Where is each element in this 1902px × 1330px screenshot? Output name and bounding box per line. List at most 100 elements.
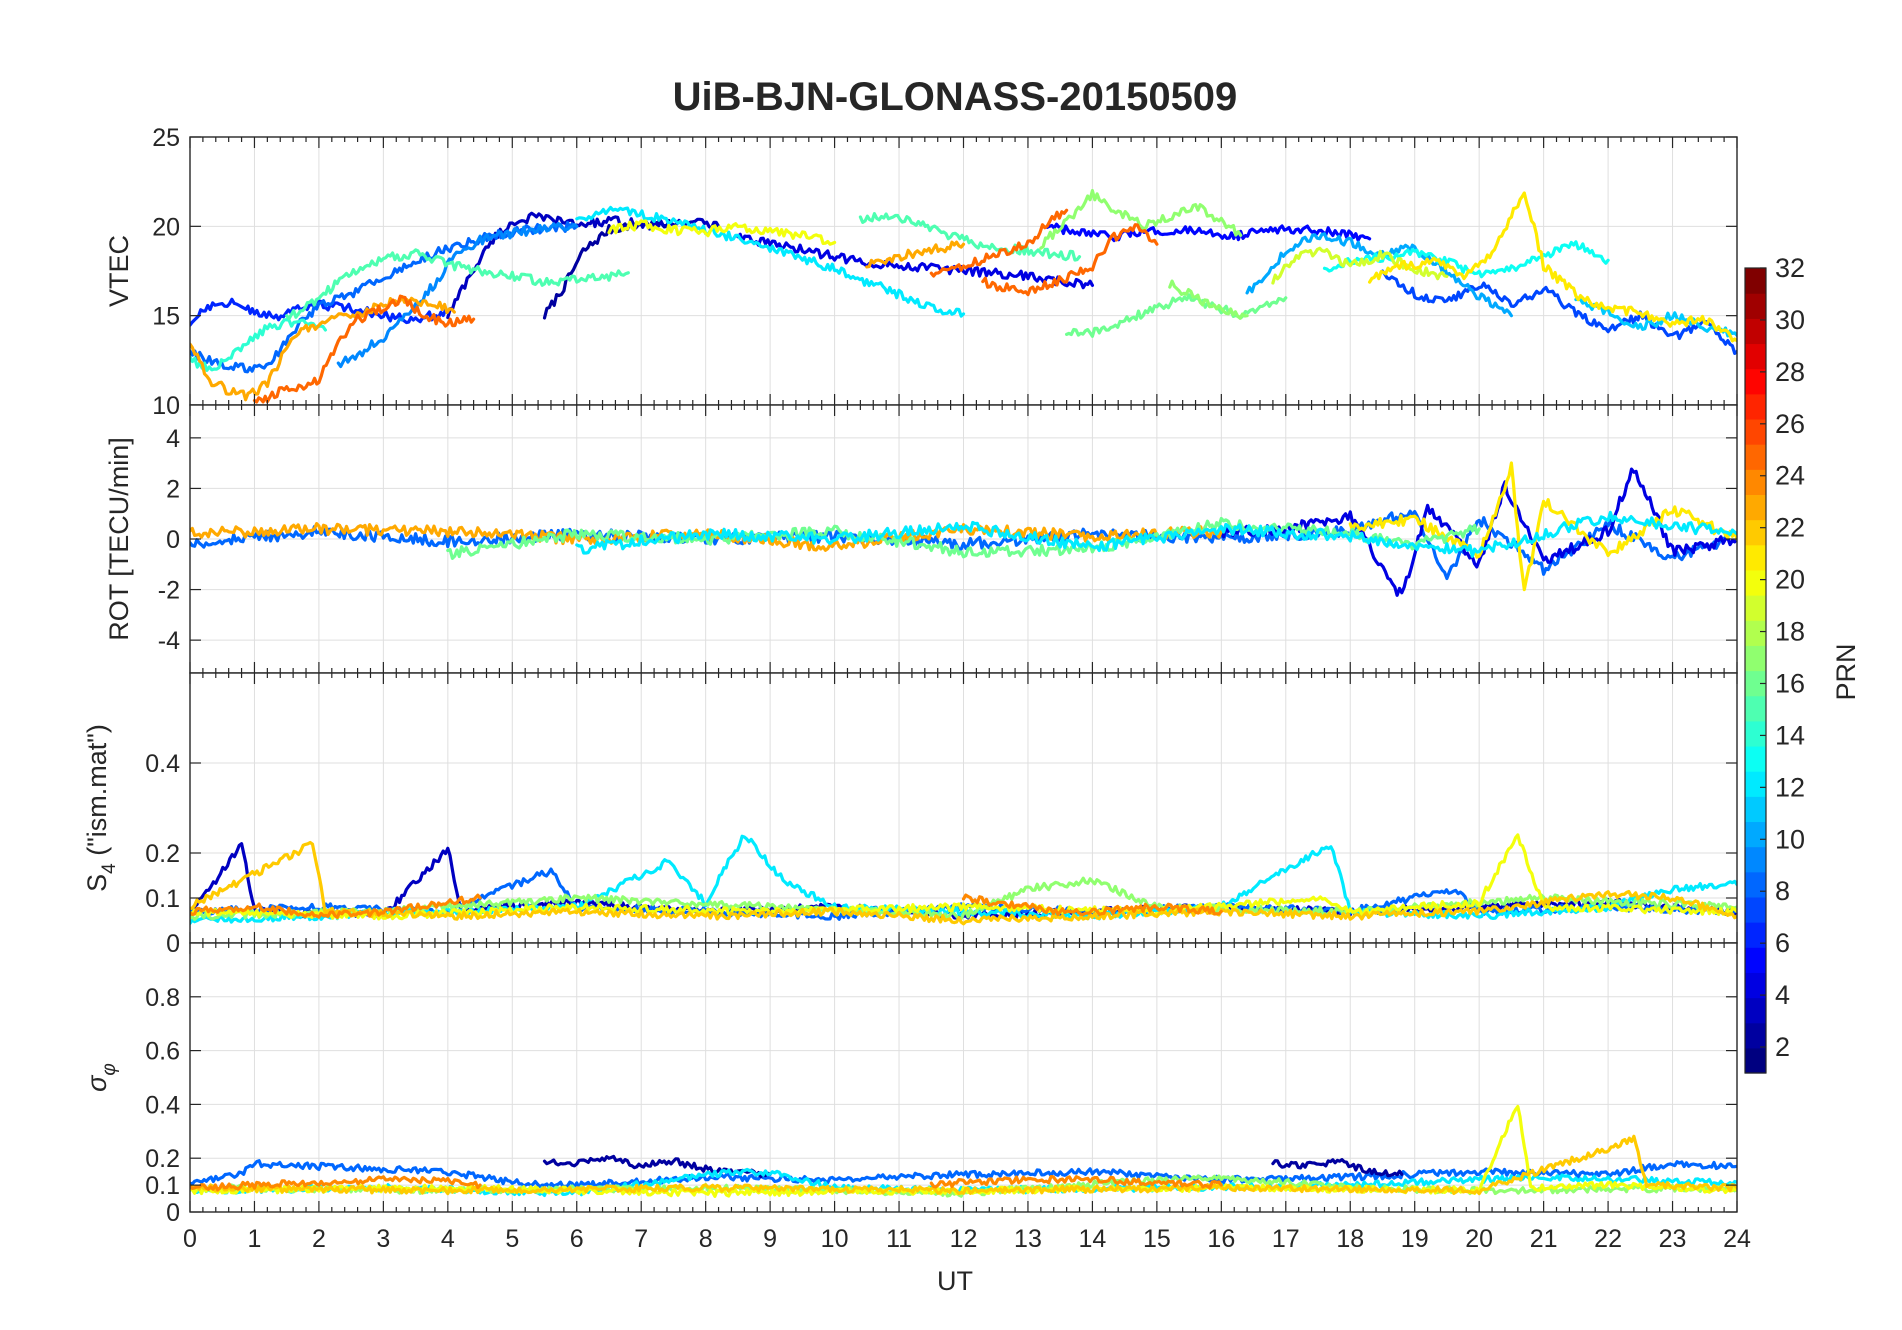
x-tick-label: 2 (312, 1225, 326, 1253)
series-group (190, 189, 1737, 404)
colorbar-swatch (1745, 771, 1766, 797)
series-prn-12 (190, 834, 1737, 925)
series-group (190, 461, 1737, 597)
y-tick-label: 0.8 (145, 984, 180, 1012)
colorbar-swatch (1745, 947, 1766, 973)
colorbar-tick-label: 32 (1775, 253, 1805, 283)
x-tick-label: 19 (1401, 1225, 1429, 1253)
colorbar-tick-label: 16 (1775, 668, 1805, 698)
colorbar-swatch (1745, 896, 1766, 923)
series-prn-2 (1271, 1157, 1404, 1178)
colorbar-swatch (1745, 343, 1766, 370)
colorbar-swatch (1745, 519, 1766, 546)
series-prn-14 (190, 318, 327, 372)
colorbar-swatch (1745, 1047, 1766, 1074)
panel-vtec: 10 15 20 25 VTEC (104, 124, 1738, 420)
series-prn-22 (190, 1134, 1737, 1196)
colorbar-tick-label: 30 (1775, 305, 1805, 335)
series-prn-10 (1245, 232, 1514, 318)
tick-marks (189, 673, 1738, 944)
y-tick-label: 0.4 (145, 750, 180, 778)
y-tick-label: 10 (152, 392, 180, 420)
x-tick-label: 20 (1465, 1225, 1493, 1253)
series-prn-24 (190, 893, 482, 919)
x-tick-label: 23 (1659, 1225, 1687, 1253)
series-prn-25 (252, 294, 476, 404)
colorbar-tick-label: 18 (1775, 617, 1805, 647)
colorbar-swatch (1745, 418, 1766, 445)
colorbar-swatch (1745, 997, 1766, 1024)
y-tick-label: 0.1 (145, 885, 180, 913)
series-prn-12 (575, 205, 966, 318)
colorbar-swatch (1745, 569, 1766, 596)
series-prn-11 (1574, 297, 1737, 338)
series-prn-13 (1322, 240, 1610, 279)
colorbar-tick-label: 14 (1775, 720, 1805, 750)
colorbar-swatch (1745, 871, 1766, 898)
colorbar-swatch (1745, 1022, 1766, 1049)
series-prn-24 (929, 1174, 1223, 1190)
y-tick-label: 0 (166, 930, 180, 958)
panel-s4: 00.10.20.4S4 ("ism.mat") (82, 672, 1738, 958)
series-prn-25 (929, 208, 1069, 278)
x-tick-label: 7 (634, 1225, 648, 1253)
colorbar-swatch (1745, 318, 1766, 345)
y-tick-label: 15 (152, 303, 180, 331)
y-tick-label: 0 (166, 1199, 180, 1227)
series-prn-15 (285, 248, 630, 321)
y-axis-label: VTEC (104, 235, 134, 307)
colorbar-swatch (1745, 494, 1766, 521)
panel-rot: -4 -2 0 2 4 ROT [TECU/min] (104, 404, 1738, 674)
series-prn-25 (981, 223, 1159, 297)
x-tick-label: 13 (1014, 1225, 1042, 1253)
x-axis-label: UT (937, 1266, 973, 1296)
x-tick-label: 10 (821, 1225, 849, 1253)
colorbar-tick-label: 8 (1775, 876, 1790, 906)
series-prn-15 (858, 212, 1082, 262)
colorbar-swatch (1745, 745, 1766, 772)
colorbar-swatch (1745, 469, 1766, 496)
x-tick-label: 0 (183, 1225, 197, 1253)
colorbar-swatch (1745, 821, 1766, 848)
series-group (190, 833, 1737, 926)
x-tick-label: 8 (699, 1225, 713, 1253)
colorbar-swatch (1745, 595, 1766, 621)
y-tick-label: 0 (166, 526, 180, 554)
x-tick-label: 9 (763, 1225, 777, 1253)
colorbar-swatch (1745, 368, 1766, 395)
colorbar-swatch (1745, 268, 1766, 294)
x-tick-label: 14 (1079, 1225, 1107, 1253)
y-tick-label: -2 (158, 577, 180, 605)
series-prn-24 (961, 893, 1223, 917)
series-prn-7 (1380, 269, 1737, 355)
colorbar-tick-label: 2 (1775, 1032, 1790, 1062)
y-tick-label: 20 (152, 213, 180, 241)
series-prn-2 (542, 1154, 772, 1179)
colorbar-tick-label: 10 (1775, 824, 1805, 854)
series-prn-4 (736, 232, 1095, 290)
colorbar-swatch (1745, 796, 1766, 823)
y-axis-label: ROT [TECU/min] (104, 437, 134, 641)
colorbar-swatch (1745, 293, 1766, 319)
series-prn-23 (865, 240, 966, 269)
y-tick-label: 0.6 (145, 1038, 180, 1066)
x-tick-label: 4 (441, 1225, 455, 1253)
colorbar-frame (1744, 267, 1767, 1074)
series-prn-22 (190, 840, 1737, 926)
x-tick-label: 5 (505, 1225, 519, 1253)
colorbar-swatch (1745, 846, 1766, 873)
series-prn-6 (190, 297, 450, 327)
colorbar-tick-label: 24 (1775, 461, 1805, 491)
colorbar-swatch (1745, 922, 1766, 948)
colorbar-tick-label: 4 (1775, 980, 1790, 1010)
tick-marks (189, 405, 1738, 673)
colorbar-swatch (1745, 393, 1766, 420)
series-prn-16 (1064, 293, 1288, 338)
x-tick-label: 15 (1143, 1225, 1171, 1253)
x-tick-label: 22 (1594, 1225, 1622, 1253)
x-tick-label: 21 (1530, 1225, 1558, 1253)
x-tick-label: 11 (886, 1225, 912, 1253)
series-prn-20 (607, 219, 837, 246)
series-prn-21 (1348, 461, 1737, 592)
